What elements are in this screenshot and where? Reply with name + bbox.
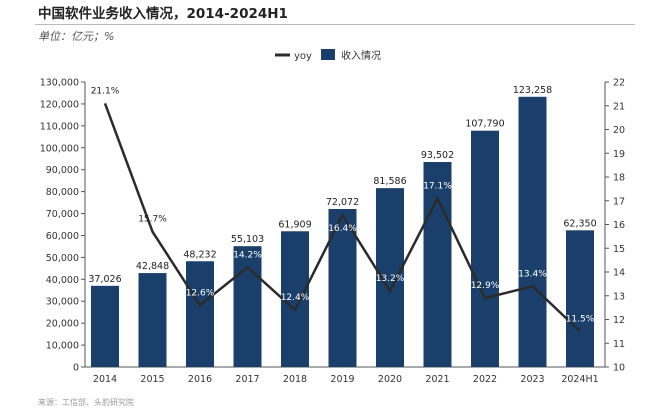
yoy-label: 16.4% [328,224,357,234]
bar-label: 42,848 [136,261,169,272]
bar-label: 55,103 [231,234,264,245]
right-tick-label: 13 [613,291,625,302]
bar-label: 93,502 [421,150,454,161]
left-tick-label: 20,000 [46,319,79,330]
right-tick-label: 16 [613,220,625,231]
left-tick-label: 100,000 [40,143,79,154]
bar [186,261,214,367]
x-tick-label: 2017 [235,374,259,385]
x-tick-label: 2023 [520,374,544,385]
right-tick-label: 21 [613,101,625,112]
left-tick-label: 0 [73,363,79,374]
right-tick-label: 12 [613,315,625,326]
right-tick-label: 11 [613,339,625,350]
right-tick-label: 17 [613,196,625,207]
bar [91,285,119,367]
left-tick-label: 80,000 [46,187,79,198]
right-tick-label: 19 [613,149,625,160]
bar-label: 62,350 [563,218,596,229]
bar-label: 123,258 [513,85,552,96]
x-tick-label: 2016 [188,374,212,385]
x-tick-label: 2024H1 [561,374,598,385]
yoy-label: 15.7% [138,215,167,225]
yoy-label: 12.6% [186,288,215,298]
bar [423,162,452,367]
bar [566,230,594,367]
yoy-label: 13.4% [518,269,547,279]
left-tick-label: 30,000 [46,297,79,308]
bar-label: 72,072 [326,197,359,208]
yoy-label: 21.1% [91,86,120,96]
legend-yoy-label: yoy [294,51,312,62]
source-note: 来源：工信部、头豹研究院 [38,398,134,407]
left-tick-label: 90,000 [46,165,79,176]
right-tick-label: 15 [613,244,625,255]
bar [233,246,262,367]
bar-label: 61,909 [278,219,311,230]
x-tick-label: 2014 [93,374,117,385]
yoy-label: 12.9% [471,281,500,291]
bar [518,96,547,367]
bar [138,273,167,367]
legend-bar-label: 收入情况 [341,49,381,62]
left-tick-label: 110,000 [40,121,79,132]
x-tick-label: 2021 [425,374,449,385]
yoy-label: 12.4% [281,293,310,303]
yoy-label: 11.5% [566,314,595,324]
left-tick-label: 70,000 [46,209,79,220]
bar-label: 37,026 [88,274,121,285]
bar-label: 48,232 [183,249,216,260]
right-tick-label: 18 [613,173,625,184]
left-tick-label: 50,000 [46,253,79,264]
yoy-label: 13.2% [376,274,405,284]
legend-bar-swatch [321,49,335,60]
x-tick-label: 2015 [140,374,164,385]
x-tick-label: 2022 [473,374,497,385]
bar-label: 107,790 [465,119,504,130]
title-divider [35,24,635,25]
left-tick-label: 10,000 [46,341,79,352]
yoy-label: 17.1% [423,181,452,191]
right-tick-label: 10 [613,363,625,374]
bar [471,130,499,367]
x-tick-label: 2019 [330,374,354,385]
yoy-line [103,102,581,333]
left-tick-label: 120,000 [40,99,79,110]
left-tick-label: 40,000 [46,275,79,286]
right-tick-label: 22 [613,78,625,89]
left-tick-label: 60,000 [46,231,79,242]
unit-label: 单位：亿元；% [38,30,115,43]
right-tick-label: 14 [613,268,625,279]
x-tick-label: 2020 [378,374,402,385]
left-tick-label: 130,000 [40,78,79,89]
x-tick-label: 2018 [283,374,307,385]
right-tick-label: 20 [613,125,625,136]
yoy-label: 14.2% [233,250,262,260]
bar-label: 81,586 [373,176,406,187]
bar [281,231,309,367]
chart-title: 中国软件业务收入情况，2014-2024H1 [38,6,288,22]
